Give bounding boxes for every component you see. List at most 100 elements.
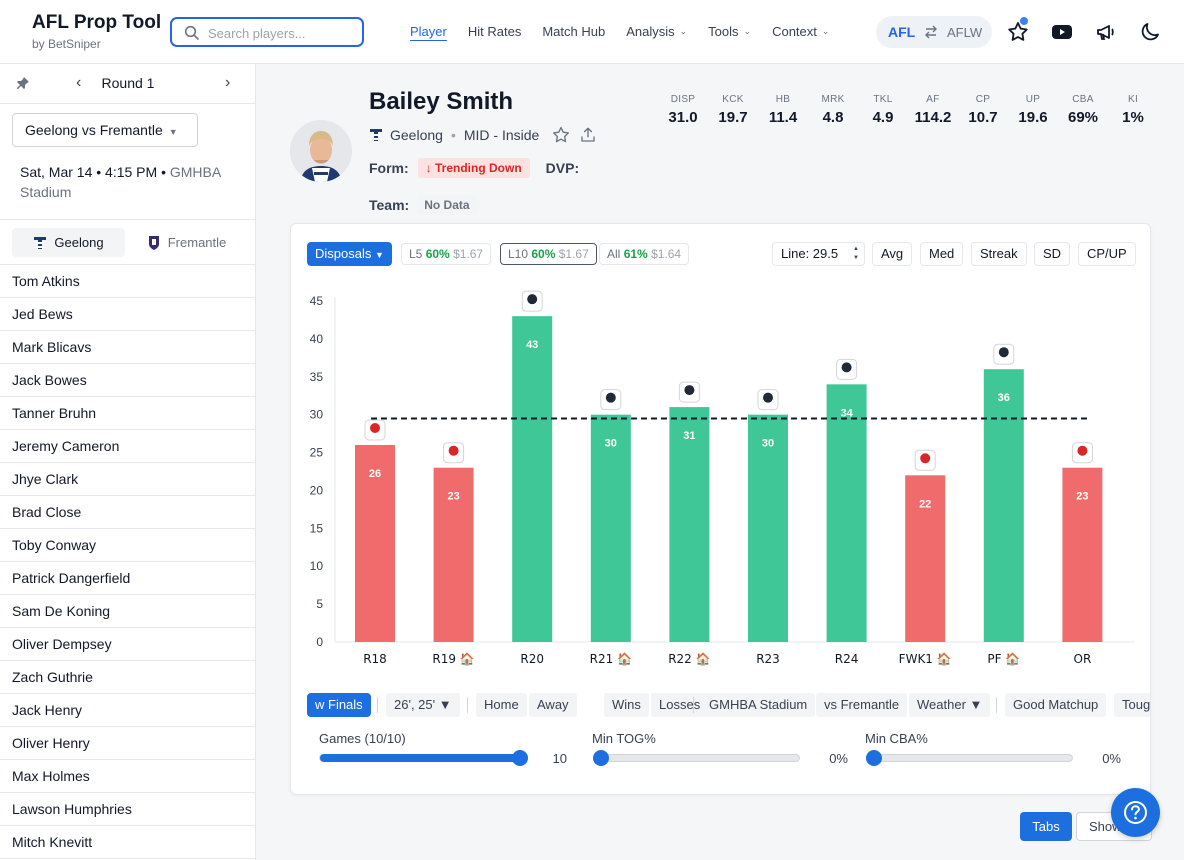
bar-value-label: 36 <box>998 392 1010 404</box>
bar[interactable] <box>669 407 710 642</box>
bar-group[interactable]: 23 OR SUNS <box>1062 442 1103 666</box>
filter-away-button[interactable]: Away <box>529 693 577 717</box>
split-all[interactable]: All 61% $1.64 <box>599 243 690 265</box>
bar[interactable] <box>512 316 553 642</box>
app-title: AFL Prop Tool <box>32 12 162 33</box>
filter-losses-button[interactable]: Losses <box>651 693 709 717</box>
main-nav: Player Hit Rates Match Hub Analysis ⌄ Tools ⌄ C… <box>410 24 850 39</box>
player-list-item[interactable]: Jack Henry <box>0 694 255 727</box>
bar[interactable] <box>433 467 474 642</box>
stat-select[interactable]: Disposals ▼ <box>307 242 392 266</box>
player-list-item[interactable]: Oliver Henry <box>0 727 255 760</box>
bar[interactable] <box>748 414 788 642</box>
split-l5[interactable]: L5 60% $1.67 <box>401 243 492 265</box>
player-list-item[interactable]: Tanner Bruhn <box>0 397 255 430</box>
bar-group[interactable]: 43 R20 North Melbourne <box>512 290 553 666</box>
nav-item-tools[interactable]: Tools ⌄ <box>708 24 751 39</box>
player-list-item[interactable]: Tom Atkins <box>0 265 255 298</box>
announcements-button[interactable] <box>1094 20 1118 44</box>
slider-track[interactable] <box>866 750 1073 766</box>
bar-group[interactable]: 34 R24 Richmond <box>826 358 867 666</box>
nav-item-analysis[interactable]: Analysis ⌄ <box>626 24 687 39</box>
bar[interactable] <box>983 369 1024 642</box>
bar[interactable] <box>905 475 946 642</box>
tab-team-away[interactable]: Fremantle <box>130 228 243 257</box>
prev-round-button[interactable]: ‹ <box>76 74 82 91</box>
toolbar-cp-up-button[interactable]: CP/UP <box>1078 242 1136 266</box>
share-icon[interactable] <box>579 126 597 144</box>
tab-team-home[interactable]: Geelong <box>12 228 125 257</box>
bar[interactable] <box>826 384 867 642</box>
theme-toggle-button[interactable] <box>1138 20 1162 44</box>
player-list-item[interactable]: Sam De Koning <box>0 595 255 628</box>
favorites-button[interactable] <box>1006 17 1030 44</box>
bar-group[interactable]: 22 FWK1 🏠 Brisbane Lions <box>899 449 952 666</box>
filter-weather-button[interactable]: Weather ▼ <box>909 693 991 717</box>
match-select[interactable]: Geelong vs Fremantle ▼ <box>12 113 198 147</box>
bar-group[interactable]: 36 PF 🏠 Hawthorn <box>983 343 1024 666</box>
player-list-item[interactable]: Jack Bowes <box>0 364 255 397</box>
player-list-item[interactable]: Max Holmes <box>0 760 255 793</box>
youtube-button[interactable] <box>1050 20 1074 44</box>
nav-item-context[interactable]: Context ⌄ <box>772 24 829 39</box>
filter-vs-fremantle-button[interactable]: vs Fremantle <box>816 693 908 717</box>
search-box[interactable] <box>170 17 364 47</box>
search-input[interactable] <box>208 23 358 43</box>
pin-icon[interactable] <box>16 76 30 90</box>
player-list-item[interactable]: Lawson Humphries <box>0 793 255 826</box>
filter-w-finals-button[interactable]: w Finals <box>307 693 371 717</box>
line-stepper[interactable]: ▲ ▼ <box>853 246 859 261</box>
toolbar-sd-button[interactable]: SD <box>1034 242 1071 266</box>
line-input[interactable]: Line: 29.5 ▲ ▼ <box>772 242 865 266</box>
filter-good-matchup-button[interactable]: Good Matchup <box>1005 693 1107 717</box>
filter-26-25-button[interactable]: 26', 25' ▼ <box>386 693 460 717</box>
bar[interactable] <box>590 414 631 642</box>
slider-track[interactable] <box>593 750 800 766</box>
toolbar-avg-button[interactable]: Avg <box>872 242 913 266</box>
slider-thumb[interactable] <box>512 750 528 766</box>
player-list-item[interactable]: Mitch Knevitt <box>0 826 255 859</box>
league-toggle[interactable]: AFL AFLW <box>876 16 992 48</box>
bar[interactable] <box>355 444 395 642</box>
split-l10[interactable]: L10 60% $1.67 <box>500 243 597 265</box>
slider-track[interactable] <box>319 750 528 766</box>
player-list-item[interactable]: Patrick Dangerfield <box>0 562 255 595</box>
player-list-item[interactable]: Zach Guthrie <box>0 661 255 694</box>
bar-group[interactable]: 30 R23 Sydney Swans <box>748 389 788 666</box>
player-list-item[interactable]: Mark Blicavs <box>0 331 255 364</box>
filter-wins-button[interactable]: Wins <box>604 693 649 717</box>
player-list-item[interactable]: Jhye Clark <box>0 463 255 496</box>
help-button[interactable] <box>1111 788 1160 837</box>
league-afl[interactable]: AFL <box>888 24 916 40</box>
player-list-item[interactable]: Oliver Dempsey <box>0 628 255 661</box>
bar[interactable] <box>1062 467 1103 642</box>
player-list-item[interactable]: Jed Bews <box>0 298 255 331</box>
slider-thumb[interactable] <box>593 750 609 766</box>
nav-item-hit-rates[interactable]: Hit Rates <box>468 24 521 39</box>
player-position: MID - Inside <box>463 127 540 143</box>
toolbar-med-button[interactable]: Med <box>920 242 964 266</box>
league-aflw[interactable]: AFLW <box>947 24 983 40</box>
favorite-star-icon[interactable] <box>551 125 571 145</box>
nav-item-player[interactable]: Player <box>410 24 447 39</box>
player-list-item[interactable]: Brad Close <box>0 496 255 529</box>
tabs-button[interactable]: Tabs <box>1020 812 1072 841</box>
notification-dot <box>1020 17 1028 25</box>
bar-group[interactable]: 26 R18 GIANTS <box>355 419 395 666</box>
filter-gmhba-stadium-button[interactable]: GMHBA Stadium <box>701 693 816 717</box>
stat-value: 19.6 <box>1018 109 1048 126</box>
player-list-item[interactable]: Toby Conway <box>0 529 255 562</box>
bar-group[interactable]: 23 R19 🏠 St Kilda <box>432 442 475 666</box>
nav-item-label: Hit Rates <box>467 24 522 39</box>
bar-group[interactable]: 31 R22 🏠 Essendon <box>668 381 711 666</box>
brand[interactable]: AFL Prop Tool by BetSniper <box>32 12 161 51</box>
filter-tough-matchup-button[interactable]: Tough Matchup <box>1114 693 1150 717</box>
nav-item-match-hub[interactable]: Match Hub <box>542 24 605 39</box>
bar-group[interactable]: 30 R21 🏠 Port Adelaide <box>590 389 632 666</box>
slider-thumb[interactable] <box>866 750 882 766</box>
toolbar-streak-button[interactable]: Streak <box>971 242 1027 266</box>
filter-home-button[interactable]: Home <box>476 693 527 717</box>
swap-icon <box>925 25 937 39</box>
player-list-item[interactable]: Jeremy Cameron <box>0 430 255 463</box>
next-round-button[interactable]: › <box>225 74 231 91</box>
